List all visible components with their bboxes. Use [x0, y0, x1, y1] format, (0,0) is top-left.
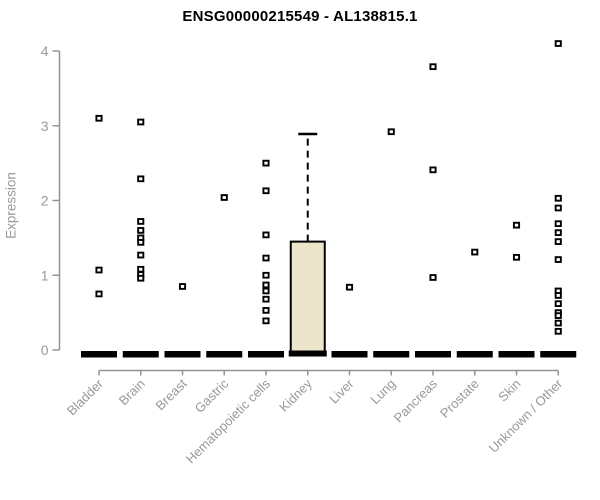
- data-point: [137, 118, 145, 126]
- data-point: [554, 220, 562, 228]
- zero-box: [248, 351, 284, 358]
- data-point: [95, 114, 103, 122]
- data-point: [345, 283, 354, 291]
- zero-box: [164, 351, 201, 358]
- data-point: [554, 319, 562, 327]
- data-point: [137, 239, 145, 246]
- x-tick-label: Skin: [495, 376, 523, 404]
- data-point: [262, 271, 270, 279]
- data-point: [137, 251, 145, 259]
- data-point: [220, 194, 228, 201]
- data-point: [178, 283, 187, 290]
- data-point: [554, 40, 562, 47]
- data-point: [387, 128, 395, 136]
- y-tick-label: 2: [41, 193, 49, 209]
- data-point: [554, 312, 562, 319]
- x-tick-label: Gastric: [192, 376, 232, 416]
- x-tick-label: Brain: [116, 376, 148, 408]
- zero-box: [415, 351, 451, 358]
- data-point: [262, 187, 270, 195]
- data-point: [95, 266, 103, 274]
- data-point: [262, 317, 270, 325]
- x-tick-label: Liver: [326, 376, 357, 407]
- x-tick-label: Lung: [367, 376, 398, 407]
- zero-box: [81, 351, 117, 358]
- data-point: [554, 256, 562, 263]
- y-tick-label: 0: [41, 342, 49, 358]
- x-tick-label: Unknown / Other: [486, 376, 566, 456]
- zero-box: [540, 351, 577, 358]
- x-tick-label: Kidney: [276, 376, 315, 415]
- data-point: [471, 248, 479, 256]
- data-point: [137, 218, 145, 225]
- x-tick-label: Breast: [152, 376, 189, 413]
- box-kidney: [289, 240, 326, 355]
- y-tick-label: 4: [41, 43, 49, 59]
- zero-box: [122, 351, 159, 358]
- data-point: [554, 327, 562, 335]
- data-point: [262, 159, 270, 167]
- median-bar: [288, 350, 327, 357]
- zero-box: [206, 351, 243, 358]
- data-point: [137, 265, 145, 273]
- data-point: [429, 63, 437, 71]
- data-point: [95, 290, 103, 298]
- data-point: [554, 300, 562, 308]
- data-point: [554, 238, 562, 245]
- data-point: [137, 274, 145, 282]
- zero-box: [331, 351, 368, 358]
- data-point: [262, 231, 270, 239]
- y-tick-label: 3: [41, 118, 49, 134]
- data-point: [512, 253, 521, 261]
- data-point: [262, 307, 270, 314]
- x-tick-label: Pancreas: [391, 376, 441, 426]
- x-tick-label: Bladder: [64, 376, 107, 419]
- data-point: [429, 166, 437, 174]
- data-point: [512, 221, 521, 229]
- zero-box: [373, 351, 410, 358]
- zero-box: [498, 351, 535, 358]
- data-point: [137, 227, 145, 234]
- data-point: [262, 254, 270, 262]
- data-point: [262, 295, 270, 303]
- data-point: [262, 281, 270, 289]
- data-point: [262, 287, 270, 295]
- data-point: [137, 175, 145, 183]
- data-point: [554, 229, 562, 236]
- zero-box: [456, 351, 493, 358]
- data-point: [554, 194, 562, 202]
- y-tick-label: 1: [41, 267, 49, 283]
- data-point: [429, 274, 437, 281]
- data-point: [554, 204, 562, 212]
- x-tick-label: Prostate: [437, 376, 482, 421]
- chart-title: ENSG00000215549 - AL138815.1: [182, 8, 418, 25]
- data-point: [554, 292, 562, 299]
